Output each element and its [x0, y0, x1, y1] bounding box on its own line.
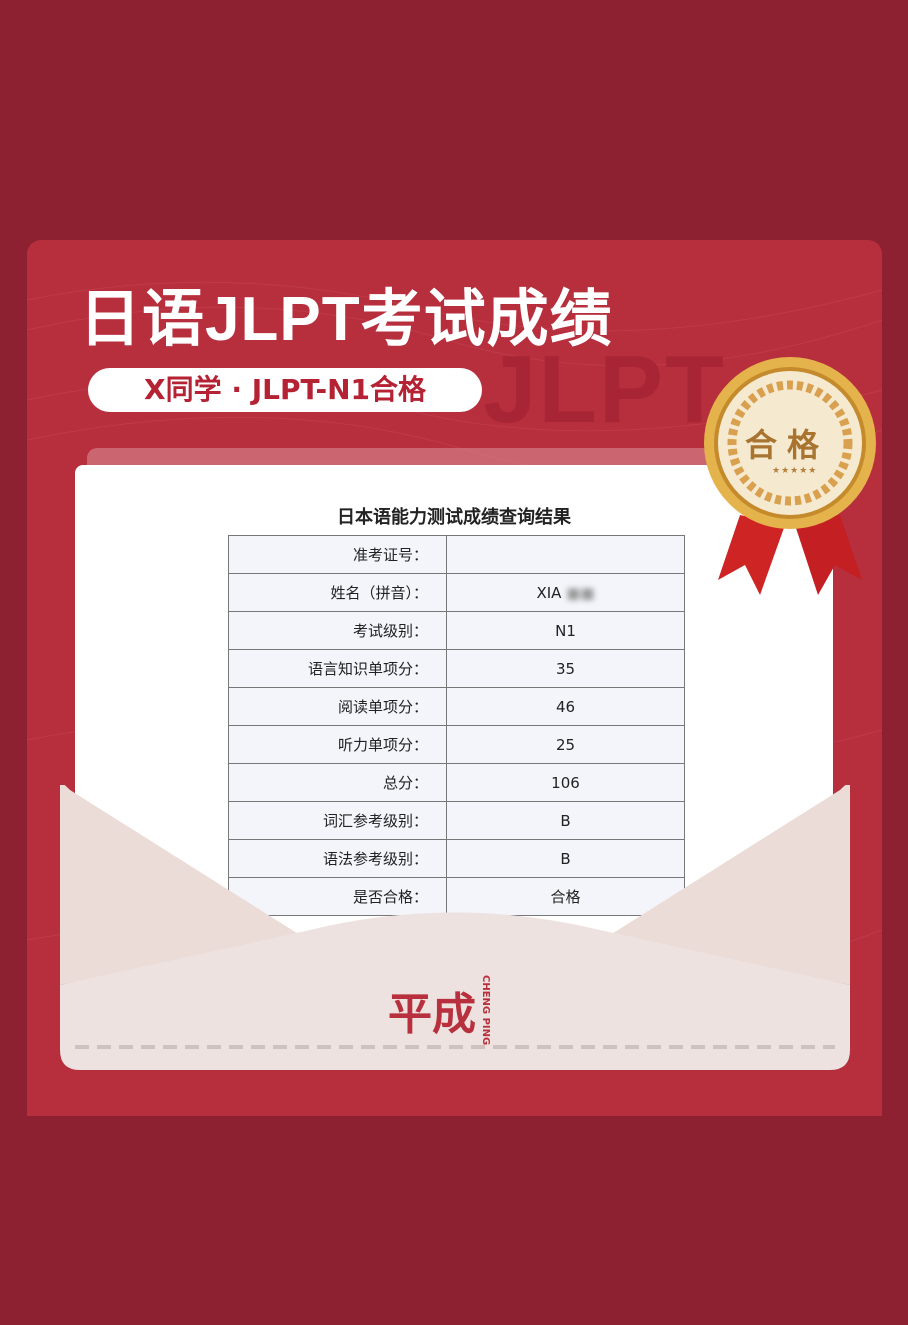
row-value-text: N1 — [555, 621, 576, 640]
pass-medal-icon — [704, 357, 876, 595]
row-value-text: B — [560, 849, 571, 868]
row-value-text: 46 — [555, 697, 576, 716]
row-label: 阅读单项分： — [228, 687, 447, 726]
row-label: 考试级别： — [228, 611, 447, 650]
row-label: 听力单项分： — [228, 725, 447, 764]
brand-name-en: CHENG PING — [480, 975, 491, 1046]
result-table: 准考证号： 姓名（拼音）： XIA ■■ 考试级别： N1 语言知识单项分： 35 阅读单项分… — [228, 535, 685, 916]
row-value: B — [446, 839, 685, 878]
row-label: 姓名（拼音）： — [228, 573, 447, 612]
brand-name-cn: 平成 — [388, 989, 476, 1041]
envelope — [60, 785, 850, 1070]
row-label: 总分： — [228, 763, 447, 802]
row-value: XIA ■■ — [446, 573, 685, 612]
result-title: 日本语能力测试成绩查询结果 — [337, 507, 571, 528]
table-row: 语言知识单项分： 35 — [228, 649, 685, 688]
table-row: 听力单项分： 25 — [228, 725, 685, 764]
row-value: 合格 — [446, 877, 685, 916]
page-title: 日语JLPT考试成绩 — [79, 285, 613, 354]
row-value: 25 — [446, 725, 685, 764]
table-row: 是否合格： 合格 — [228, 877, 685, 916]
medal-label: 合格 — [745, 426, 830, 464]
row-value-text: B — [560, 811, 571, 830]
row-value-text: 合格 — [550, 888, 581, 906]
result-sheet: 日本语能力测试成绩查询结果 准考证号： 姓名（拼音）： XIA ■■ 考试级别： N1 语… — [75, 465, 833, 985]
row-label: 词汇参考级别： — [228, 801, 447, 840]
table-row: 总分： 106 — [228, 763, 685, 802]
medal-stars: ★★★★★ — [772, 466, 818, 476]
row-label: 是否合格： — [228, 877, 447, 916]
row-value-text: 106 — [551, 773, 580, 792]
row-value: 46 — [446, 687, 685, 726]
row-value-text: XIA — [536, 583, 562, 602]
table-row: 准考证号： — [228, 535, 685, 574]
table-row: 阅读单项分： 46 — [228, 687, 685, 726]
row-value-text: 35 — [555, 659, 576, 678]
row-value: 106 — [446, 763, 685, 802]
row-label: 准考证号： — [228, 535, 447, 574]
table-row: 姓名（拼音）： XIA ■■ — [228, 573, 685, 612]
brand-logo: 平成 CHENG PING — [388, 975, 491, 1045]
table-row: 考试级别： N1 — [228, 611, 685, 650]
table-row: 词汇参考级别： B — [228, 801, 685, 840]
table-row: 语法参考级别： B — [228, 839, 685, 878]
row-label: 语法参考级别： — [228, 839, 447, 878]
redacted-text: ■■ — [566, 583, 595, 602]
row-value — [446, 535, 685, 574]
background-watermark-text: JLPT — [483, 336, 726, 443]
row-value: 35 — [446, 649, 685, 688]
row-value: N1 — [446, 611, 685, 650]
row-value: B — [446, 801, 685, 840]
subtitle-pill: X同学 · JLPT-N1合格 — [88, 368, 482, 412]
row-label: 语言知识单项分： — [228, 649, 447, 688]
row-value-text: 25 — [555, 735, 576, 754]
